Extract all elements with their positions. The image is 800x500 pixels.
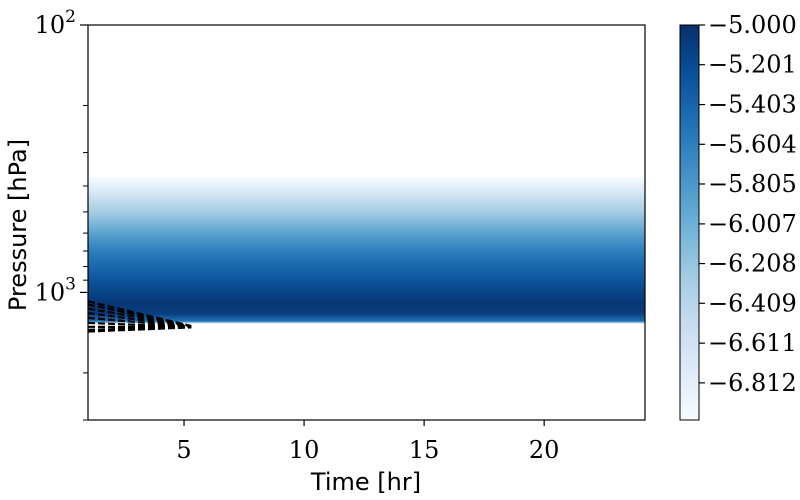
colorbar-tick-label: −5.000 xyxy=(708,11,797,39)
contour-line xyxy=(88,326,192,333)
colorbar-tick-label: −6.007 xyxy=(708,210,797,238)
heatmap-field xyxy=(88,176,645,324)
x-tick-label: 20 xyxy=(529,436,560,464)
colorbar-tick-label: −5.201 xyxy=(708,51,797,79)
colorbar-tick-label: −6.611 xyxy=(708,329,797,357)
heatmap-band xyxy=(88,176,645,324)
contour-lines xyxy=(88,300,192,333)
x-axis-label: Time [hr] xyxy=(310,468,421,496)
colorbar-ticks: −5.000 −5.201 −5.403 −5.604 −5.805 −6.007 −6.2… xyxy=(699,11,797,397)
colorbar-tick-label: −5.403 xyxy=(708,91,797,119)
colorbar-tick-label: −6.409 xyxy=(708,289,797,317)
contour-line xyxy=(88,303,192,328)
colorbar-tick-label: −6.812 xyxy=(708,369,797,397)
colorbar-tick-label: −5.805 xyxy=(708,170,797,198)
contour-line xyxy=(88,307,192,328)
y-tick-label: 102 xyxy=(35,7,76,39)
y-tick-label: 103 xyxy=(35,274,76,306)
y-axis-label: Pressure [hPa] xyxy=(4,139,32,311)
x-tick-label: 15 xyxy=(409,436,440,464)
x-tick-label: 5 xyxy=(176,436,191,464)
colorbar xyxy=(679,24,700,421)
x-axis: 5 10 15 20 xyxy=(176,420,559,464)
colorbar-tick-label: −6.208 xyxy=(708,250,797,278)
x-tick-label: 10 xyxy=(289,436,320,464)
plot-frame xyxy=(87,24,646,421)
y-axis: 102 103 xyxy=(35,7,88,421)
contour-line xyxy=(88,300,192,328)
colorbar-tick-label: −5.604 xyxy=(708,130,797,158)
